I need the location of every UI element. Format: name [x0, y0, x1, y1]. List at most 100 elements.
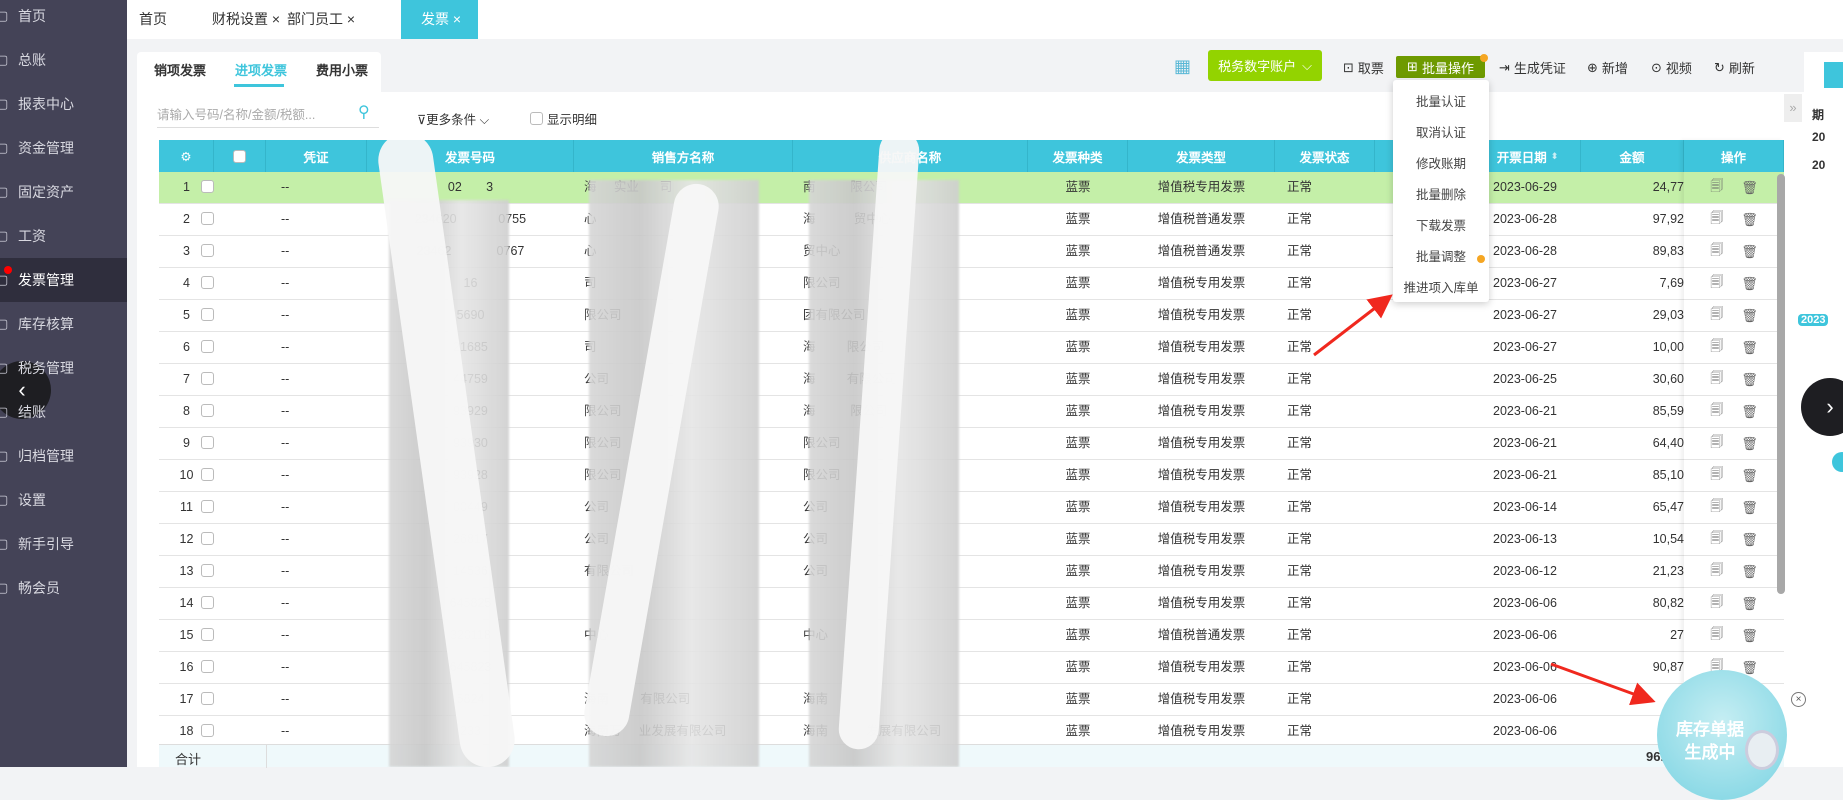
- sidebar-item[interactable]: ▢ 结账: [0, 390, 127, 434]
- previous-arrow-button[interactable]: ‹: [0, 361, 51, 419]
- delete-icon[interactable]: 🗑: [1741, 531, 1758, 547]
- add-button[interactable]: ⊕ 新增: [1587, 58, 1628, 77]
- delete-icon[interactable]: 🗑: [1741, 595, 1758, 611]
- sidebar-item[interactable]: ▢ 新手引导: [0, 522, 127, 566]
- tab-invoice[interactable]: 发票 ×: [401, 0, 478, 39]
- row-checkbox[interactable]: [201, 340, 214, 353]
- row-checkbox[interactable]: [201, 500, 214, 513]
- search-input[interactable]: 请输入号码/名称/金额/税额...: [157, 104, 379, 128]
- delete-icon[interactable]: 🗑: [1741, 211, 1758, 227]
- sidebar-item[interactable]: ▢ 归档管理: [0, 434, 127, 478]
- tax-account-button[interactable]: 税务数字账户 ⌵: [1208, 50, 1322, 81]
- delete-icon[interactable]: 🗑: [1741, 243, 1758, 259]
- fetch-invoice-button[interactable]: ⊡ 取票: [1343, 58, 1384, 77]
- close-icon[interactable]: ×: [346, 11, 356, 27]
- sidebar-item[interactable]: ▢ 总账: [0, 38, 127, 82]
- delete-icon[interactable]: 🗑: [1741, 627, 1758, 643]
- batch-menu-item[interactable]: 取消认证: [1415, 126, 1466, 140]
- generate-voucher-button[interactable]: ⇥ 生成凭证: [1499, 58, 1566, 77]
- tab-tax-settings[interactable]: 财税设置 ×: [200, 0, 292, 39]
- inventory-generating-widget[interactable]: 库存单据 生成中: [1657, 670, 1787, 800]
- close-icon[interactable]: ×: [271, 11, 281, 27]
- view-invoice-icon[interactable]: 🗐: [1710, 401, 1724, 417]
- row-checkbox[interactable]: [201, 436, 214, 449]
- more-filters-button[interactable]: ⊽更多条件 ⌵: [417, 109, 489, 128]
- view-invoice-icon[interactable]: 🗐: [1710, 241, 1724, 257]
- panel-button[interactable]: [1824, 62, 1843, 88]
- view-invoice-icon[interactable]: 🗐: [1710, 177, 1724, 193]
- close-widget-icon[interactable]: ×: [1791, 692, 1806, 707]
- checkbox[interactable]: [530, 112, 543, 125]
- video-button[interactable]: ⊙ 视频: [1651, 58, 1692, 77]
- sidebar-item[interactable]: ▢ 畅会员: [0, 566, 127, 610]
- row-checkbox[interactable]: [201, 212, 214, 225]
- batch-menu-item[interactable]: 批量删除: [1415, 188, 1466, 202]
- column-header[interactable]: [214, 140, 266, 172]
- row-checkbox[interactable]: [201, 180, 214, 193]
- sidebar-item[interactable]: ▢ 报表中心: [0, 82, 127, 126]
- view-invoice-icon[interactable]: 🗐: [1710, 433, 1724, 449]
- delete-icon[interactable]: 🗑: [1741, 435, 1758, 451]
- row-checkbox[interactable]: [201, 692, 214, 705]
- batch-menu-item[interactable]: 下载发票: [1415, 219, 1466, 233]
- row-checkbox[interactable]: [201, 404, 214, 417]
- view-invoice-icon[interactable]: 🗐: [1710, 273, 1724, 289]
- delete-icon[interactable]: 🗑: [1741, 659, 1758, 675]
- row-checkbox[interactable]: [201, 596, 214, 609]
- row-checkbox[interactable]: [201, 308, 214, 321]
- row-checkbox[interactable]: [201, 628, 214, 641]
- view-invoice-icon[interactable]: 🗐: [1710, 209, 1724, 225]
- vertical-scrollbar[interactable]: [1777, 174, 1785, 594]
- sidebar-item[interactable]: ▢ 设置: [0, 478, 127, 522]
- tab-home[interactable]: 首页: [127, 0, 179, 39]
- batch-menu-item[interactable]: 修改账期: [1415, 157, 1466, 171]
- row-checkbox[interactable]: [201, 372, 214, 385]
- row-checkbox[interactable]: [201, 468, 214, 481]
- next-arrow-button[interactable]: ›: [1801, 378, 1843, 436]
- view-invoice-icon[interactable]: 🗐: [1710, 465, 1724, 481]
- row-checkbox[interactable]: [201, 724, 214, 737]
- row-checkbox[interactable]: [201, 244, 214, 257]
- batch-menu-item[interactable]: 批量认证: [1415, 95, 1466, 109]
- refresh-button[interactable]: ↻ 刷新: [1714, 58, 1755, 77]
- batch-operation-button[interactable]: ⊞ 批量操作: [1396, 56, 1485, 78]
- row-checkbox[interactable]: [201, 564, 214, 577]
- delete-icon[interactable]: 🗑: [1741, 371, 1758, 387]
- view-invoice-icon[interactable]: 🗐: [1710, 561, 1724, 577]
- sidebar-item[interactable]: ▢ 库存核算: [0, 302, 127, 346]
- column-header[interactable]: 开票日期 ⬍: [1475, 140, 1581, 172]
- sidebar-item[interactable]: ▢ 发票管理: [0, 258, 127, 302]
- sidebar-item[interactable]: ▢ 首页: [0, 0, 127, 38]
- close-icon[interactable]: ×: [452, 11, 462, 27]
- delete-icon[interactable]: 🗑: [1741, 467, 1758, 483]
- select-all-checkbox[interactable]: [233, 149, 246, 163]
- subtab-expense-receipt[interactable]: 费用小票: [316, 63, 369, 78]
- search-icon[interactable]: ⚲: [358, 104, 370, 121]
- delete-icon[interactable]: 🗑: [1741, 403, 1758, 419]
- expand-icon[interactable]: »: [1784, 94, 1802, 122]
- view-invoice-icon[interactable]: 🗐: [1710, 497, 1724, 513]
- delete-icon[interactable]: 🗑: [1741, 339, 1758, 355]
- view-invoice-icon[interactable]: 🗐: [1710, 337, 1724, 353]
- row-checkbox[interactable]: [201, 532, 214, 545]
- delete-icon[interactable]: 🗑: [1741, 499, 1758, 515]
- sidebar-item[interactable]: ▢ 工资: [0, 214, 127, 258]
- sort-icon[interactable]: ⬍: [1550, 150, 1559, 161]
- settings-icon[interactable]: ⚙: [159, 140, 214, 172]
- subtab-purchase-invoice[interactable]: 进项发票: [235, 63, 288, 78]
- batch-menu-item[interactable]: 批量调整: [1415, 250, 1466, 264]
- delete-icon[interactable]: 🗑: [1741, 563, 1758, 579]
- row-checkbox[interactable]: [201, 660, 214, 673]
- row-checkbox[interactable]: [201, 276, 214, 289]
- view-invoice-icon[interactable]: 🗐: [1710, 305, 1724, 321]
- sidebar-item[interactable]: ▢ 资金管理: [0, 126, 127, 170]
- view-invoice-icon[interactable]: 🗐: [1710, 593, 1724, 609]
- view-invoice-icon[interactable]: 🗐: [1710, 625, 1724, 641]
- delete-icon[interactable]: 🗑: [1741, 275, 1758, 291]
- view-invoice-icon[interactable]: 🗐: [1710, 529, 1724, 545]
- delete-icon[interactable]: 🗑: [1741, 179, 1758, 195]
- view-invoice-icon[interactable]: 🗐: [1710, 369, 1724, 385]
- sidebar-item[interactable]: ▢ 固定资产: [0, 170, 127, 214]
- sidebar-item[interactable]: ▢ 税务管理: [0, 346, 127, 390]
- show-detail-checkbox[interactable]: 显示明细: [530, 109, 597, 128]
